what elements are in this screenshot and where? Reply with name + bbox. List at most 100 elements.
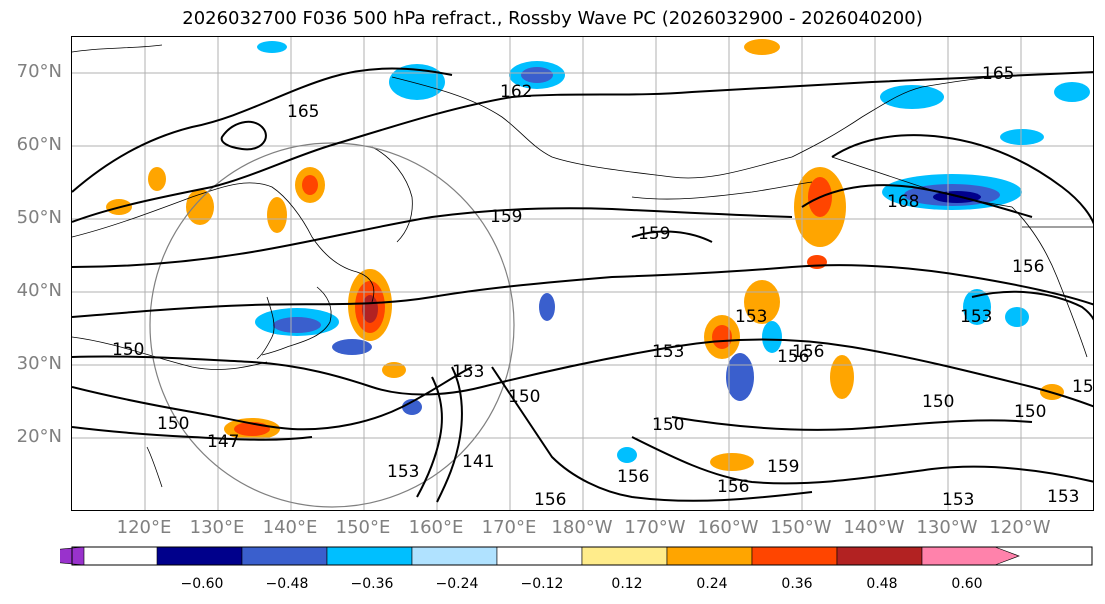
colorbar-segment: [836, 546, 923, 566]
contour-line: [72, 338, 1093, 408]
coastline-na-west: [1011, 206, 1088, 358]
lat-label-20n: 20°N: [16, 426, 62, 447]
lon-label-160e: 160°E: [408, 517, 464, 538]
shade-negative: [402, 399, 422, 415]
lat-label-50n: 50°N: [16, 207, 62, 228]
lon-label-150e: 150°E: [335, 517, 391, 538]
contour-label: 153: [452, 362, 484, 382]
contour-label: 150: [922, 392, 954, 412]
colorbar-segment: [666, 546, 753, 566]
contour-label: 156: [1012, 257, 1044, 277]
colorbar-tick-label: 0.48: [866, 576, 898, 592]
shade-positive: [744, 280, 780, 324]
contour-label: 168: [887, 192, 919, 212]
lat-label-30n: 30°N: [16, 353, 62, 374]
shade-negative: [332, 339, 372, 355]
shade-positive: [267, 197, 287, 233]
contour-label: 156: [717, 477, 749, 497]
colorbar-outline: [71, 546, 1093, 566]
contour-line: [72, 67, 453, 193]
reference-circle: [149, 142, 515, 508]
shade-negative: [1000, 129, 1044, 145]
colorbar-segment: [241, 546, 328, 566]
contour-label: 153: [960, 307, 992, 327]
lon-label-150w: 150°W: [770, 517, 832, 538]
map-svg: 165 162 165 159 159 150 153 150 150 147 …: [72, 37, 1093, 510]
contour-label: 156: [792, 342, 824, 362]
shade-positive: [712, 325, 732, 349]
shade-negative: [880, 85, 944, 109]
shade-positive: [744, 39, 780, 55]
contour-line: [831, 134, 1093, 225]
contour-label: 159: [490, 207, 522, 227]
shade-positive: [382, 362, 406, 378]
contour-line: [631, 230, 713, 243]
contour-label: 156: [617, 467, 649, 487]
lon-label-140e: 140°E: [262, 517, 318, 538]
colorbar: [60, 546, 1093, 566]
colorbar-segment: [156, 546, 243, 566]
contour-label: 153: [942, 490, 974, 510]
colorbar-segment: [411, 546, 498, 566]
contour-line: [971, 290, 1093, 321]
coastline-alaska: [791, 74, 1023, 158]
colorbar-tick-label: −0.48: [265, 576, 309, 592]
lon-label-170w: 170°W: [624, 517, 686, 538]
contour-line: [72, 426, 313, 441]
contour-label: 165: [287, 102, 319, 122]
contour-line: [631, 436, 1093, 485]
shade-negative: [257, 41, 287, 53]
lon-label-170e: 170°E: [481, 517, 537, 538]
lon-label-130w: 130°W: [916, 517, 978, 538]
lon-label-160w: 160°W: [697, 517, 759, 538]
colorbar-tick-label: 0.12: [611, 576, 643, 592]
contour-line: [436, 366, 463, 503]
shade-positive: [148, 167, 166, 191]
contour-line: [72, 207, 793, 268]
contour-label: 156: [534, 490, 566, 510]
contour-line: [671, 416, 1033, 431]
colorbar-tick-label: −0.36: [350, 576, 394, 592]
lon-label-130e: 130°E: [189, 517, 245, 538]
contour-label: 141: [462, 452, 494, 472]
contour-line: [491, 366, 813, 502]
contour-label: 153: [652, 342, 684, 362]
coastline-kamchatka: [371, 146, 413, 243]
contour-line: [72, 71, 1093, 223]
lon-label-120e: 120°E: [116, 517, 172, 538]
contour-label: 162: [500, 82, 532, 102]
coastline-philippines: [146, 446, 163, 488]
lat-label-40n: 40°N: [16, 280, 62, 301]
contour-label: 150: [1014, 402, 1046, 422]
contour-label: 147: [207, 432, 239, 452]
colorbar-tick-label: −0.12: [520, 576, 564, 592]
contour-label: 156: [777, 347, 809, 367]
lon-label-120w: 120°W: [989, 517, 1051, 538]
contour-label: 153: [735, 307, 767, 327]
coastline-china: [72, 336, 268, 370]
shade-negative: [1005, 307, 1029, 327]
colorbar-tick-label: 0.24: [696, 576, 728, 592]
shade-negative: [273, 317, 321, 333]
lat-label-60n: 60°N: [16, 134, 62, 155]
lat-label-70n: 70°N: [16, 61, 62, 82]
contour-line: [416, 376, 443, 498]
coastline-siberia: [391, 76, 793, 179]
shade-positive: [302, 175, 318, 195]
coastline-korea: [256, 296, 275, 360]
contour-label: 150: [112, 340, 144, 360]
contour-label: 159: [638, 224, 670, 244]
shade-negative: [762, 321, 782, 353]
lon-label-180w: 180°W: [551, 517, 613, 538]
shade-positive: [710, 453, 754, 471]
shade-positive: [830, 355, 854, 399]
colorbar-tick-label: −0.60: [180, 576, 224, 592]
coastline-aleutians: [631, 181, 813, 200]
colorbar-segments: [60, 546, 1020, 566]
colorbar-segment: [581, 546, 668, 566]
contour-label: 165: [982, 64, 1014, 84]
contour-line: [72, 366, 473, 431]
map-panel: 165 162 165 159 159 150 153 150 150 147 …: [71, 36, 1094, 511]
contour-line: [72, 264, 1093, 318]
shade-positive: [186, 189, 214, 225]
